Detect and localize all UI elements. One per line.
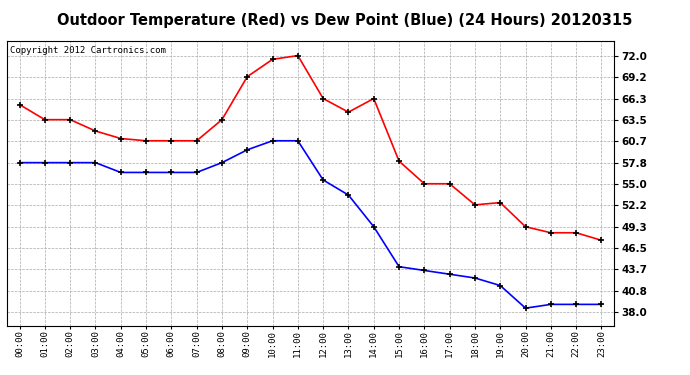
Text: Copyright 2012 Cartronics.com: Copyright 2012 Cartronics.com	[10, 45, 166, 54]
Text: Outdoor Temperature (Red) vs Dew Point (Blue) (24 Hours) 20120315: Outdoor Temperature (Red) vs Dew Point (…	[57, 13, 633, 28]
